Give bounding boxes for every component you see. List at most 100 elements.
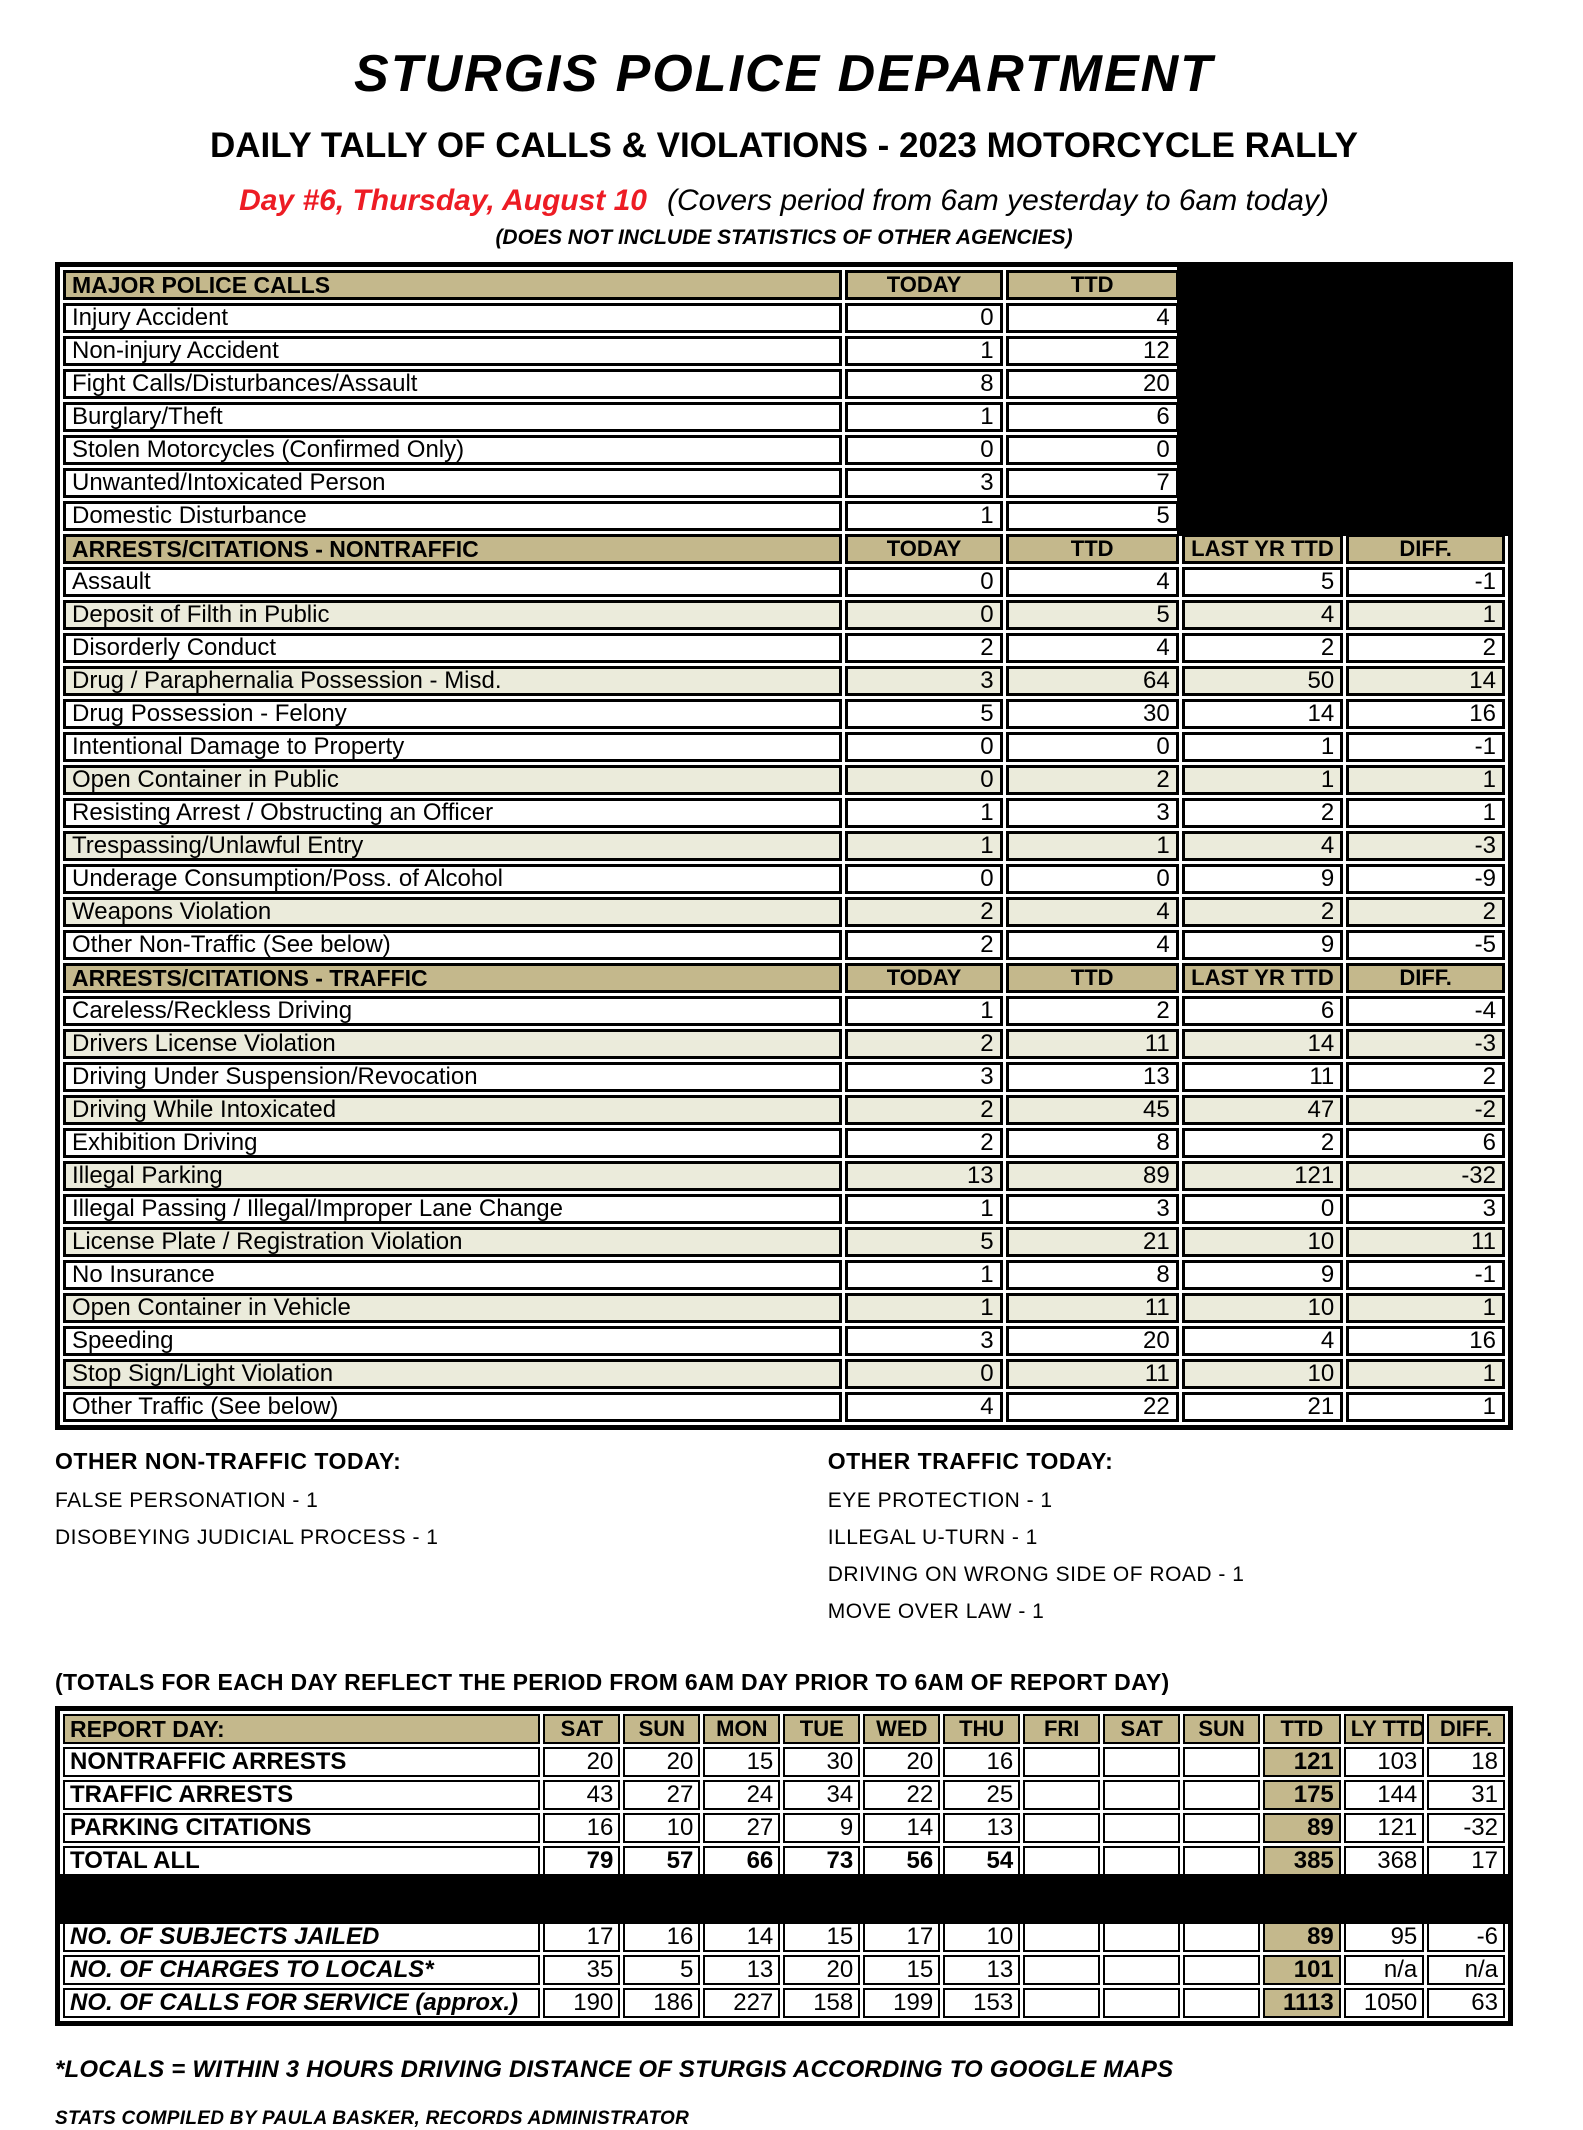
summary-row: NO. OF SUBJECTS JAILED 17 16 14 15 17 10 89 95 -6 (63, 1922, 1505, 1952)
value-cell: 9 (1181, 864, 1344, 894)
summary-column-header: WED (863, 1714, 941, 1744)
column-header: LAST YR TTD (1181, 963, 1344, 993)
summary-value-cell: 27 (623, 1780, 701, 1810)
value-cell: -9 (1346, 864, 1505, 894)
table-row: Weapons Violation 2 4 2 2 (63, 897, 1505, 927)
value-cell: 5 (1005, 600, 1179, 630)
summary-value-cell (1103, 1846, 1181, 1876)
value-cell: 1 (845, 1293, 1003, 1323)
value-cell: -4 (1346, 996, 1505, 1026)
column-header: LAST YR TTD (1181, 534, 1344, 564)
summary-value-cell: 31 (1427, 1780, 1505, 1810)
summary-value-cell: 95 (1343, 1922, 1425, 1952)
value-cell: 20 (1005, 1326, 1179, 1356)
value-cell: 0 (1005, 732, 1179, 762)
value-cell: 1 (1346, 1392, 1505, 1422)
value-cell: 8 (1005, 1128, 1179, 1158)
table-row: Drug Possession - Felony 5 30 14 16 (63, 699, 1505, 729)
table-row: Other Traffic (See below) 4 22 21 1 (63, 1392, 1505, 1422)
value-cell: 3 (845, 468, 1003, 498)
summary-value-cell (1183, 1780, 1261, 1810)
summary-value-cell: 16 (543, 1813, 621, 1843)
value-cell: 30 (1005, 699, 1179, 729)
summary-row: NONTRAFFIC ARRESTS 20 20 15 30 20 16 121 103 18 (63, 1747, 1505, 1777)
summary-value-cell (1183, 1813, 1261, 1843)
row-label: Deposit of Filth in Public (63, 600, 843, 630)
summary-value-cell: 56 (863, 1846, 941, 1876)
value-cell: -1 (1346, 1260, 1505, 1290)
value-cell: 8 (1005, 1260, 1179, 1290)
summary-value-cell (1183, 1747, 1261, 1777)
section-title: MAJOR POLICE CALLS (63, 270, 843, 300)
value-cell: 121 (1181, 1161, 1344, 1191)
other-traffic-block: OTHER TRAFFIC TODAY: EYE PROTECTION - 1 I… (828, 1448, 1513, 1635)
value-cell: 2 (1181, 897, 1344, 927)
table-row: Trespassing/Unlawful Entry 1 1 4 -3 (63, 831, 1505, 861)
summary-row-label: TRAFFIC ARRESTS (63, 1780, 541, 1810)
report-title: STURGIS POLICE DEPARTMENT (354, 45, 1214, 103)
value-cell: 1 (845, 1260, 1003, 1290)
table-row: Illegal Parking 13 89 121 -32 (63, 1161, 1505, 1191)
value-cell: 5 (845, 1227, 1003, 1257)
agency-note: (DOES NOT INCLUDE STATISTICS OF OTHER AG… (495, 226, 1073, 249)
table-row: Non-injury Accident 1 12 (63, 336, 1505, 366)
compiled-footnote: STATS COMPILED BY PAULA BASKER, RECORDS … (55, 2108, 690, 2129)
other-nontraffic-block: OTHER NON-TRAFFIC TODAY: FALSE PERSONATI… (55, 1448, 828, 1635)
value-cell: 10 (1181, 1227, 1344, 1257)
value-cell: 47 (1181, 1095, 1344, 1125)
table-row: Stop Sign/Light Violation 0 11 10 1 (63, 1359, 1505, 1389)
summary-value-cell: 1050 (1343, 1988, 1425, 2018)
other-offense-item: DISOBEYING JUDICIAL PROCESS - 1 (55, 1526, 439, 1549)
summary-value-cell (1023, 1780, 1101, 1810)
value-cell: 22 (1005, 1392, 1179, 1422)
value-cell: 21 (1181, 1392, 1344, 1422)
summary-value-cell (1103, 1955, 1181, 1985)
column-header: TTD (1005, 270, 1179, 300)
summary-column-header: MON (703, 1714, 781, 1744)
table-row: Burglary/Theft 1 6 (63, 402, 1505, 432)
table-row: Illegal Passing / Illegal/Improper Lane … (63, 1194, 1505, 1224)
summary-value-cell (1023, 1747, 1101, 1777)
row-label: No Insurance (63, 1260, 843, 1290)
table-row: Assault 0 4 5 -1 (63, 567, 1505, 597)
summary-value-cell (1023, 1922, 1101, 1952)
value-cell: 4 (1005, 567, 1179, 597)
value-cell: 0 (845, 435, 1003, 465)
value-cell: 2 (845, 633, 1003, 663)
row-label: Assault (63, 567, 843, 597)
summary-value-cell: 13 (703, 1955, 781, 1985)
summary-value-cell (1023, 1846, 1101, 1876)
value-cell: 1 (1181, 732, 1344, 762)
summary-value-cell: 144 (1343, 1780, 1425, 1810)
summary-value-cell (1023, 1955, 1101, 1985)
summary-value-cell: 20 (863, 1747, 941, 1777)
row-label: Illegal Parking (63, 1161, 843, 1191)
value-cell: 2 (845, 930, 1003, 960)
value-cell: -1 (1346, 567, 1505, 597)
table-row: Stolen Motorcycles (Confirmed Only) 0 0 (63, 435, 1505, 465)
section-header-row: MAJOR POLICE CALLS TODAY TTD (63, 265, 1511, 536)
summary-value-cell: 153 (943, 1988, 1021, 2018)
value-cell: 0 (845, 864, 1003, 894)
value-cell: -5 (1346, 930, 1505, 960)
summary-value-cell: 9 (783, 1813, 861, 1843)
daily-summary-table: REPORT DAY: SAT SUN MON TUE WED THU FRI SAT SUN TT… (55, 1706, 1513, 2026)
summary-row: TOTAL ALL 79 57 66 73 56 54 385 368 17 (63, 1846, 1505, 1876)
value-cell: 4 (1181, 1326, 1344, 1356)
summary-row-label: NONTRAFFIC ARRESTS (63, 1747, 541, 1777)
value-cell: 6 (1005, 402, 1179, 432)
summary-value-cell: n/a (1343, 1955, 1425, 1985)
locals-footnote: *LOCALS = WITHIN 3 HOURS DRIVING DISTANC… (55, 2056, 1174, 2083)
summary-column-header: TTD (1263, 1714, 1341, 1744)
value-cell: 2 (1346, 1062, 1505, 1092)
summary-value-cell (1023, 1813, 1101, 1843)
value-cell: 3 (1005, 1194, 1179, 1224)
value-cell: 0 (845, 765, 1003, 795)
value-cell: 1 (1346, 600, 1505, 630)
summary-value-cell: 15 (783, 1922, 861, 1952)
table-row: Driving Under Suspension/Revocation 3 13 11… (63, 1062, 1505, 1092)
value-cell: 45 (1005, 1095, 1179, 1125)
value-cell: 4 (1181, 831, 1344, 861)
value-cell: 14 (1181, 1029, 1344, 1059)
value-cell: 6 (1346, 1128, 1505, 1158)
